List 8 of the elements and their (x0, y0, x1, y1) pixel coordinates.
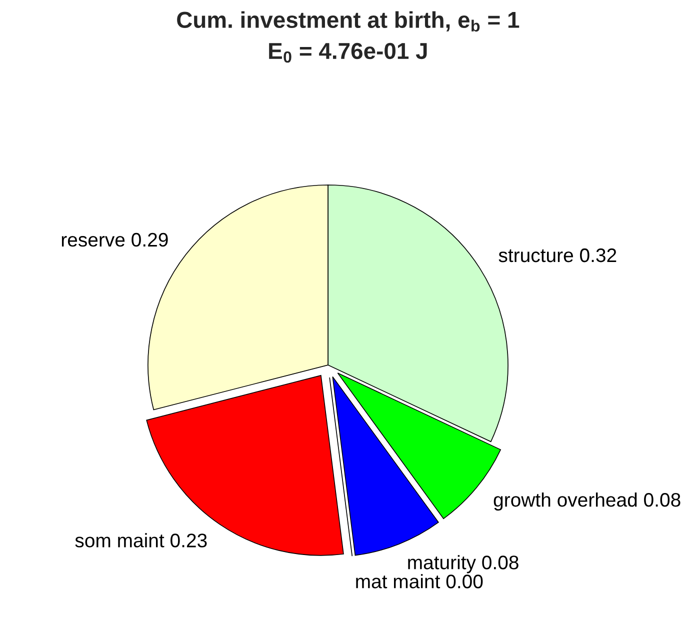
slice-label: growth overhead 0.08 (494, 492, 680, 511)
category-label: mat maint 0.00 (356, 574, 483, 588)
chart-title: Cum. investment at birth, e$_{b}$ = 1 (177, 11, 520, 32)
chart-subtitle: E$_{0}$ = 4.76e-01 J (269, 42, 427, 63)
slice-label: som maint 0.23 (75, 533, 207, 548)
slice-label: maturity 0.08 (408, 555, 518, 574)
slice-label: structure 0.32 (498, 248, 616, 262)
slice-label: reserve 0.29 (62, 232, 168, 247)
